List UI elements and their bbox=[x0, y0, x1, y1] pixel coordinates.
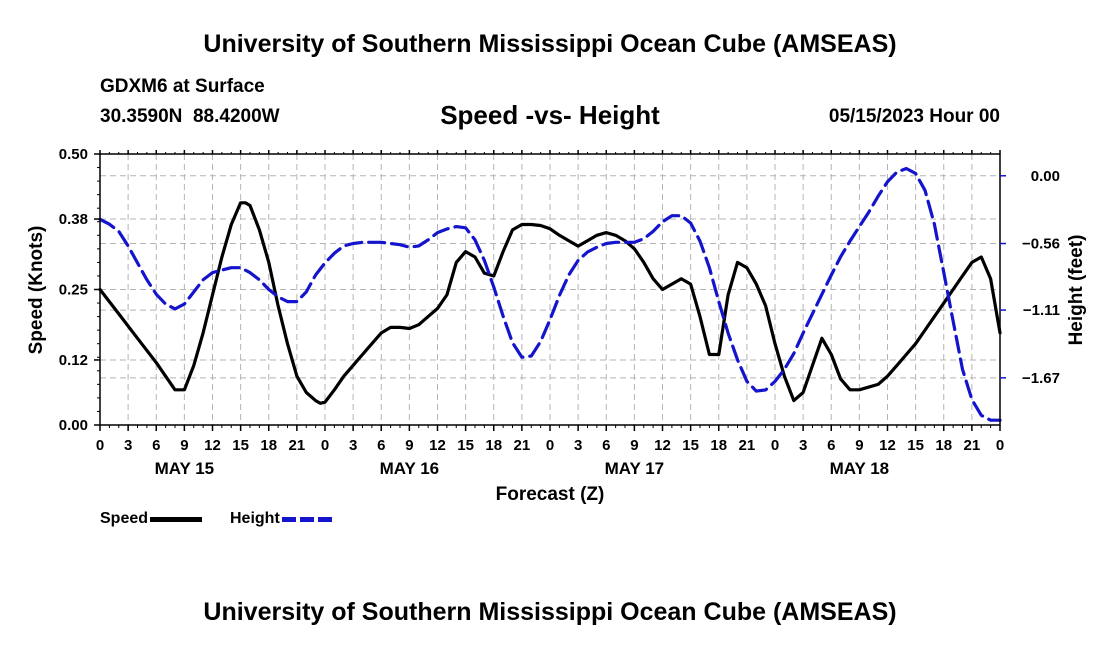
page-title: University of Southern Mississippi Ocean… bbox=[203, 30, 897, 58]
x-tick-label: 21 bbox=[289, 437, 306, 454]
x-tick-label: 18 bbox=[935, 437, 952, 454]
x-tick-label: 9 bbox=[180, 437, 188, 454]
x-tick-label: 0 bbox=[996, 437, 1004, 454]
station-label: GDXM6 at Surface bbox=[100, 76, 265, 97]
y-tick-label-right: −1.67 bbox=[1022, 370, 1060, 387]
x-tick-label: 0 bbox=[771, 437, 779, 454]
y-axis-right-title: Height (feet) bbox=[1066, 235, 1087, 346]
x-tick-label: 3 bbox=[349, 437, 357, 454]
y-tick-label-right: −1.11 bbox=[1023, 302, 1060, 319]
x-tick-label: 3 bbox=[124, 437, 132, 454]
x-tick-label: 3 bbox=[799, 437, 807, 454]
legend-item-speed: Speed bbox=[100, 510, 203, 528]
day-label: MAY 18 bbox=[830, 459, 890, 478]
forecast-datetime: 05/15/2023 Hour 00 bbox=[828, 106, 1000, 127]
x-tick-label: 18 bbox=[485, 437, 502, 454]
coordinates-label: 30.3590N 88.4200W bbox=[100, 106, 280, 127]
y-tick-label-left: 0.50 bbox=[59, 146, 88, 163]
x-tick-label: 12 bbox=[654, 437, 671, 454]
x-tick-label: 12 bbox=[429, 437, 446, 454]
y-axis-left-title: Speed (Knots) bbox=[26, 226, 47, 355]
x-tick-label: 9 bbox=[855, 437, 863, 454]
y-tick-label-left: 0.12 bbox=[59, 352, 88, 369]
x-tick-label: 0 bbox=[96, 437, 104, 454]
y-tick-label-left: 0.25 bbox=[59, 282, 88, 299]
legend-label-speed: Speed bbox=[100, 510, 149, 527]
x-axis-title: Forecast (Z) bbox=[496, 484, 605, 505]
x-tick-label: 18 bbox=[260, 437, 277, 454]
x-tick-label: 15 bbox=[457, 437, 474, 454]
x-tick-label: 21 bbox=[514, 437, 531, 454]
y-tick-label-right: 0.00 bbox=[1031, 168, 1060, 185]
series-line-height bbox=[98, 166, 1002, 422]
day-label: MAY 15 bbox=[155, 459, 215, 478]
footer-title: University of Southern Mississippi Ocean… bbox=[203, 598, 897, 626]
x-tick-label: 9 bbox=[405, 437, 413, 454]
x-tick-label: 6 bbox=[602, 437, 610, 454]
x-tick-label: 21 bbox=[964, 437, 981, 454]
legend-swatch-height bbox=[281, 516, 334, 522]
legend-label-height: Height bbox=[230, 510, 280, 527]
x-tick-label: 12 bbox=[204, 437, 221, 454]
x-tick-label: 9 bbox=[630, 437, 638, 454]
x-tick-label: 6 bbox=[152, 437, 160, 454]
legend-swatch-speed bbox=[150, 516, 203, 522]
y-tick-label-left: 0.00 bbox=[59, 417, 88, 434]
day-label: MAY 16 bbox=[380, 459, 440, 478]
x-tick-label: 6 bbox=[377, 437, 385, 454]
x-tick-label: 0 bbox=[546, 437, 554, 454]
y-tick-label-left: 0.38 bbox=[59, 211, 88, 228]
series-line-speed bbox=[98, 201, 1002, 405]
legend-item-height: Height bbox=[230, 510, 334, 528]
x-tick-label: 3 bbox=[574, 437, 582, 454]
day-label: MAY 17 bbox=[605, 459, 665, 478]
x-tick-label: 18 bbox=[710, 437, 727, 454]
x-tick-label: 15 bbox=[232, 437, 249, 454]
chart-title: Speed -vs- Height bbox=[440, 100, 660, 130]
x-tick-label: 0 bbox=[321, 437, 329, 454]
x-tick-label: 15 bbox=[907, 437, 924, 454]
y-tick-label-right: −0.56 bbox=[1022, 236, 1060, 253]
x-tick-label: 12 bbox=[879, 437, 896, 454]
x-tick-label: 15 bbox=[682, 437, 699, 454]
x-tick-label: 6 bbox=[827, 437, 835, 454]
x-tick-label: 21 bbox=[739, 437, 756, 454]
